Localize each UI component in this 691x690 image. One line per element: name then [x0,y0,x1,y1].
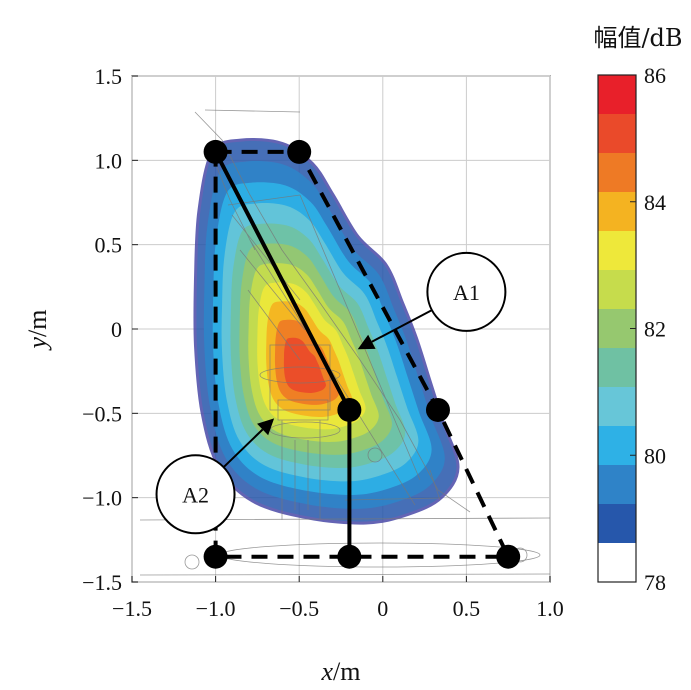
measurement-point [287,139,312,164]
measurement-point [337,397,362,422]
annotation-circle [426,251,507,332]
contour-level [283,337,326,394]
y-tick-label: 1.0 [95,148,123,173]
measurement-point [203,544,228,569]
colorbar-band [598,153,636,193]
colorbar-title: 幅值/dB [593,24,682,52]
colorbar-band [598,192,636,232]
measurement-point [496,544,521,569]
annotation-arrowhead [257,418,275,436]
colorbar-band [598,75,636,115]
annotation-circle [155,454,236,535]
y-axis-label: y/m [23,310,52,352]
y-tick-label: 0.5 [95,233,123,258]
colorbar: 86 84 82 80 78 [597,63,666,595]
colorbar-tick-label: 84 [644,190,666,215]
y-tick-label: −1.0 [82,486,122,511]
machine-outline-sketch [139,109,550,576]
colorbar-tick-label: 82 [644,317,666,342]
y-axis-ticks: 1.5 1.0 0.5 0 −0.5 −1.0 −1.5 [82,64,138,595]
annotation-label: A2 [182,482,209,507]
annotations: A1 A2 [155,251,507,535]
colorbar-tick-label: 78 [644,570,666,595]
colorbar-band [598,231,636,271]
x-tick-label: −1.0 [196,596,236,621]
annotation-label: A1 [453,280,480,305]
y-tick-label: 1.5 [95,64,123,89]
colorbar-band [598,114,636,154]
x-tick-label: 0 [377,596,388,621]
colorbar-band [598,426,636,466]
colorbar-band [598,309,636,349]
annotation-arrow [371,309,433,343]
x-tick-label: 1.0 [536,596,564,621]
x-tick-label: 0.5 [453,596,481,621]
x-tick-label: −1.5 [112,596,152,621]
colorbar-band [598,504,636,544]
x-axis-label: x/m [321,657,361,686]
colorbar-band [598,387,636,427]
measurement-point [425,397,450,422]
y-tick-label: −0.5 [82,401,122,426]
measurement-point [203,139,228,164]
annotation-arrow [222,428,264,468]
y-tick-label: 0 [111,317,122,342]
colorbar-band [598,348,636,388]
annotation-arrowhead [357,334,376,350]
measurement-points [203,139,521,569]
colorbar-band [598,543,636,583]
colorbar-tick-label: 80 [644,443,666,468]
colorbar-tick-label: 86 [644,63,666,88]
measurement-point [337,544,362,569]
x-tick-label: −0.5 [279,596,319,621]
y-tick-label: −1.5 [82,570,122,595]
colorbar-band [598,270,636,310]
colorbar-band [598,465,636,505]
x-axis-ticks: −1.5 −1.0 −0.5 0 0.5 1.0 [112,576,564,621]
